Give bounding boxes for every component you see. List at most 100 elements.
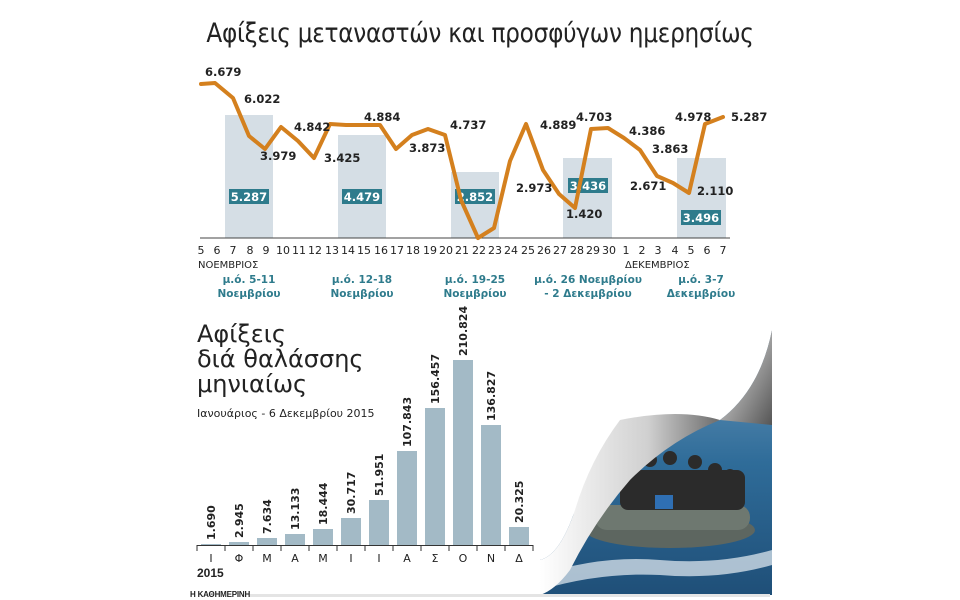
svg-text:Φ: Φ (235, 552, 244, 565)
data-label: 4.884 (364, 110, 400, 124)
x-axis-ticks: 5 6 7 8 9 10 11 12 13 14 15 16 17 18 19 … (198, 244, 727, 257)
svg-text:3.436: 3.436 (570, 179, 606, 193)
svg-text:2.945: 2.945 (233, 503, 246, 538)
data-label: 3.425 (324, 151, 360, 165)
month-bar (285, 534, 305, 545)
daily-arrivals-chart: 5.287 4.479 2.852 3.436 3.496 6.679 6.02… (198, 65, 768, 300)
svg-text:22: 22 (472, 244, 486, 257)
monthly-value-labels: 1.690 2.945 7.634 13.133 18.444 30.717 5… (205, 306, 526, 540)
weekly-avg-badge: 2.852 (455, 189, 495, 204)
publisher-logo: Η ΚΑΘΗΜΕΡΙΝΗ (190, 590, 251, 599)
svg-text:10: 10 (276, 244, 290, 257)
month-label-december: ΔΕΚΕΜΒΡΙΟΣ (625, 260, 690, 271)
svg-text:Δεκεμβρίου: Δεκεμβρίου (667, 288, 735, 300)
svg-text:3: 3 (655, 244, 662, 257)
svg-text:14: 14 (341, 244, 355, 257)
svg-text:Ο: Ο (459, 552, 468, 565)
svg-text:Μ: Μ (318, 552, 328, 565)
svg-text:20.325: 20.325 (513, 481, 526, 523)
svg-text:Σ: Σ (432, 552, 439, 565)
svg-text:210.824: 210.824 (457, 306, 470, 356)
weekly-avg-caption: μ.ό. 5-11 Νοεμβρίου (218, 274, 281, 300)
monthly-chart-title: Αφίξεις διά θαλάσσης μηνιαίως (197, 320, 364, 398)
migrant-boat-photo (540, 310, 772, 595)
data-label: 4.703 (576, 110, 612, 124)
monthly-chart-subtitle: Ιανουάριος - 6 Δεκεμβρίου 2015 (197, 407, 375, 420)
svg-text:5: 5 (688, 244, 695, 257)
weekly-avg-caption: μ.ό. 12-18 Νοεμβρίου (331, 274, 394, 300)
svg-text:19: 19 (423, 244, 437, 257)
data-label: 3.863 (652, 142, 688, 156)
data-label: 5.287 (731, 110, 767, 124)
weekly-avg-bar (677, 158, 726, 238)
month-label-november: ΝΟΕΜΒΡΙΟΣ (198, 260, 258, 271)
svg-text:6: 6 (214, 244, 221, 257)
monthly-month-labels: Ι Φ Μ Α Μ Ι Ι Α Σ Ο Ν Δ (209, 552, 523, 565)
data-label: 4.978 (675, 110, 711, 124)
svg-text:3.496: 3.496 (683, 211, 719, 225)
svg-text:21: 21 (455, 244, 469, 257)
svg-text:30: 30 (602, 244, 616, 257)
daily-arrivals-line (199, 81, 725, 240)
weekly-avg-badge: 4.479 (342, 189, 382, 204)
svg-text:Νοεμβρίου: Νοεμβρίου (444, 288, 507, 300)
svg-text:μ.ό. 3-7: μ.ό. 3-7 (678, 274, 724, 286)
svg-text:2: 2 (639, 244, 646, 257)
data-label: 4.842 (294, 120, 330, 134)
month-bar (369, 500, 389, 545)
svg-text:27: 27 (553, 244, 567, 257)
weekly-avg-bar (563, 158, 612, 238)
svg-text:9: 9 (263, 244, 270, 257)
svg-text:2.852: 2.852 (457, 190, 493, 204)
svg-text:8: 8 (247, 244, 254, 257)
svg-text:156.457: 156.457 (429, 354, 442, 404)
monthly-bars (201, 360, 529, 546)
weekly-avg-caption: μ.ό. 3-7 Δεκεμβρίου (667, 274, 735, 300)
svg-text:Νοεμβρίου: Νοεμβρίου (218, 288, 281, 300)
svg-text:μ.ό. 12-18: μ.ό. 12-18 (332, 274, 392, 286)
svg-text:13: 13 (325, 244, 339, 257)
data-label: 1.420 (566, 207, 602, 221)
weekly-avg-caption: μ.ό. 19-25 Νοεμβρίου (444, 274, 507, 300)
month-bar (481, 425, 501, 545)
year-label: 2015 (197, 566, 224, 580)
weekly-avg-caption: μ.ό. 26 Νοεμβρίου - 2 Δεκεμβρίου (534, 274, 642, 300)
svg-text:4: 4 (672, 244, 679, 257)
svg-text:29: 29 (586, 244, 600, 257)
month-bar (201, 544, 221, 546)
svg-text:5: 5 (198, 244, 205, 257)
svg-text:μ.ό. 19-25: μ.ό. 19-25 (445, 274, 505, 286)
svg-text:Ι: Ι (377, 552, 380, 565)
svg-text:7: 7 (230, 244, 237, 257)
data-label: 2.671 (630, 179, 666, 193)
month-bar (509, 527, 529, 545)
data-label: 4.889 (540, 118, 576, 132)
monthly-axis-ticks (196, 545, 534, 551)
svg-text:Α: Α (403, 552, 411, 565)
svg-text:4.479: 4.479 (344, 190, 380, 204)
month-bar (397, 451, 417, 545)
weekly-avg-bar (338, 135, 386, 238)
svg-text:7.634: 7.634 (261, 499, 274, 534)
data-label: 6.679 (205, 65, 241, 79)
month-bar (229, 542, 249, 545)
svg-text:18.444: 18.444 (317, 482, 330, 525)
svg-text:30.717: 30.717 (345, 472, 358, 514)
svg-text:51.951: 51.951 (373, 454, 386, 496)
svg-text:23: 23 (488, 244, 502, 257)
svg-text:7: 7 (720, 244, 727, 257)
svg-text:25: 25 (521, 244, 535, 257)
svg-text:16: 16 (374, 244, 388, 257)
svg-text:Α: Α (291, 552, 299, 565)
svg-text:μ.ό. 26 Νοεμβρίου: μ.ό. 26 Νοεμβρίου (534, 274, 642, 286)
svg-text:Ι: Ι (349, 552, 352, 565)
month-bar (341, 518, 361, 545)
month-bar (453, 360, 473, 545)
svg-text:18: 18 (406, 244, 420, 257)
svg-text:1: 1 (623, 244, 630, 257)
weekly-avg-badge: 3.496 (681, 210, 721, 225)
svg-text:24: 24 (504, 244, 518, 257)
footer-divider (250, 594, 770, 597)
monthly-arrivals-chart: 1.690 2.945 7.634 13.133 18.444 30.717 5… (196, 306, 534, 565)
weekly-avg-badge: 5.287 (229, 189, 269, 204)
